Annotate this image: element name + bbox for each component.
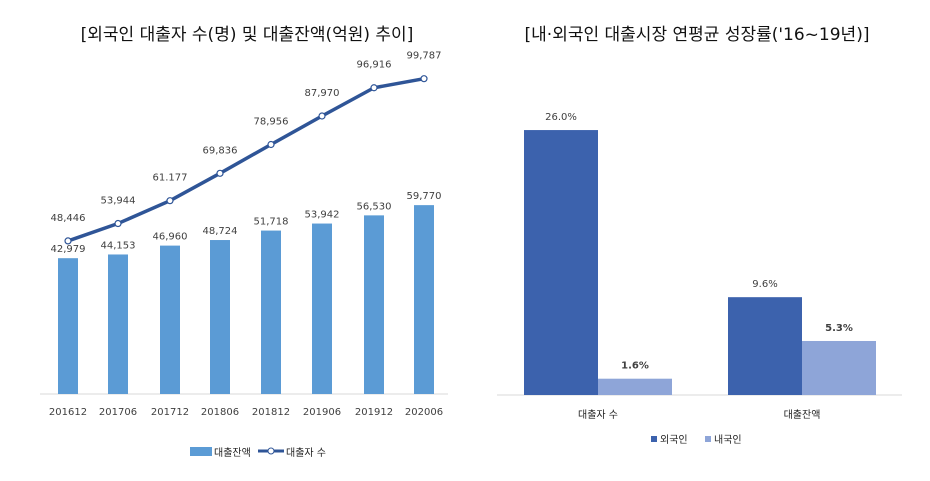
legend-domestic-swatch xyxy=(705,436,711,442)
right-chart-title: [내·외국인 대출시장 연평균 성장률('16~19년)] xyxy=(525,25,870,45)
x-tick-label: 201612 xyxy=(49,407,87,418)
bar-domestic xyxy=(598,378,672,395)
bar-loan-balance xyxy=(312,223,332,394)
x-tick-label: 201912 xyxy=(355,407,393,418)
bar-data-label: 53,942 xyxy=(305,210,340,221)
line-data-label: 53,944 xyxy=(101,196,136,207)
line-data-label: 99,787 xyxy=(407,51,442,62)
bar-data-label: 46,960 xyxy=(153,232,188,243)
line-point xyxy=(267,140,275,149)
line-data-label: 87,970 xyxy=(305,88,340,99)
legend-foreign-swatch xyxy=(651,436,657,442)
bar-loan-balance xyxy=(261,230,281,394)
line-point xyxy=(166,197,174,205)
line-borrowers xyxy=(67,76,425,243)
bar-loan-balance xyxy=(160,245,180,394)
bar-data-label: 5.3% xyxy=(825,323,853,334)
bar-foreign xyxy=(728,297,802,395)
left-chart-title: [외국인 대출자 수(명) 및 대출잔액(억원) 추이] xyxy=(81,25,414,45)
bar-data-label: 51,718 xyxy=(254,217,289,228)
line-point xyxy=(216,169,224,177)
bar-loan-balance xyxy=(364,215,384,394)
bar-data-label: 56,530 xyxy=(357,201,392,212)
bar-data-label: 42,979 xyxy=(51,244,86,255)
category-label: 대출자 수 xyxy=(578,409,618,421)
line-point xyxy=(370,84,378,92)
line-point xyxy=(420,75,428,83)
x-tick-label: 202006 xyxy=(405,407,443,418)
x-tick-label: 201812 xyxy=(252,407,290,418)
x-tick-label: 201706 xyxy=(99,407,137,418)
bar-data-label: 44,153 xyxy=(101,240,136,251)
line-point xyxy=(114,219,122,228)
bar-data-label: 26.0% xyxy=(545,112,577,123)
legend-bar-swatch xyxy=(190,447,212,456)
bar-data-label: 59,770 xyxy=(407,191,442,202)
bar-foreign xyxy=(524,130,598,395)
line-data-label: 61.177 xyxy=(153,173,188,184)
line-point xyxy=(64,237,72,245)
x-tick-label: 201906 xyxy=(303,407,341,418)
x-tick-label: 201806 xyxy=(201,407,239,418)
legend-bar-label: 대출잔액 xyxy=(214,447,251,459)
bar-domestic xyxy=(802,340,876,395)
bar-loan-balance xyxy=(414,205,434,394)
x-tick-label: 201712 xyxy=(151,407,189,418)
bar-data-label: 9.6% xyxy=(752,279,777,290)
line-data-label: 96,916 xyxy=(357,60,392,71)
bar-data-label: 1.6% xyxy=(621,361,649,372)
legend-foreign-label: 외국인 xyxy=(660,434,688,446)
bar-loan-balance xyxy=(108,254,128,394)
legend-line-marker xyxy=(267,447,275,455)
category-label: 대출잔액 xyxy=(784,409,821,421)
bar-loan-balance xyxy=(58,258,78,394)
legend-line-label: 대출자 수 xyxy=(286,447,326,459)
line-data-label: 78,956 xyxy=(254,116,289,127)
bar-loan-balance xyxy=(210,240,230,394)
legend-domestic-label: 내국인 xyxy=(714,434,742,446)
bar-data-label: 48,724 xyxy=(203,226,238,237)
line-data-label: 48,446 xyxy=(51,213,86,224)
line-data-label: 69,836 xyxy=(203,145,238,156)
line-point xyxy=(318,112,326,120)
